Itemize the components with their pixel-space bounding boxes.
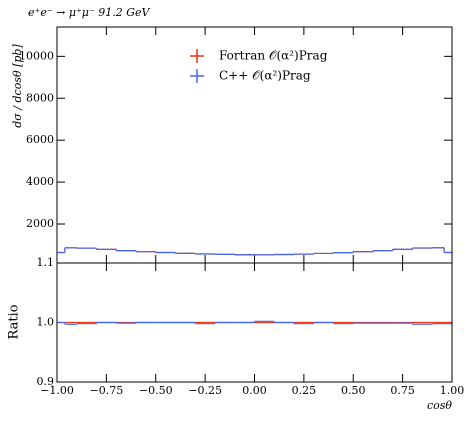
x-tick-label: 0.00 [242, 384, 267, 397]
x-tick-label: 0.50 [341, 384, 366, 397]
x-tick-label: 0.75 [390, 384, 415, 397]
x-tick-label: −0.75 [90, 384, 124, 397]
y-axis-label: dσ / dcosθ [pb] [11, 44, 24, 128]
y-tick-label: 2000 [26, 217, 54, 230]
legend-label: Fortran 𝒪(α²)Prag [219, 49, 328, 63]
y-tick-label: 6000 [26, 133, 54, 146]
x-tick-label: 1.00 [440, 384, 465, 397]
y-tick-label: 1.0 [37, 316, 55, 329]
y-tick-label: 4000 [26, 175, 54, 188]
x-tick-label: −1.00 [40, 384, 74, 397]
x-tick-label: −0.50 [139, 384, 173, 397]
legend-label: C++ 𝒪(α²)Prag [219, 69, 311, 83]
x-tick-label: 0.25 [292, 384, 317, 397]
y-tick-label: 1.1 [37, 256, 55, 269]
x-tick-label: −0.25 [188, 384, 222, 397]
ratio-axis-label: Ratio [7, 304, 22, 339]
plot-frame [56, 262, 453, 383]
y-tick-label: 8000 [26, 91, 54, 104]
chart-title: e⁺e⁻ → μ⁺μ⁻ 91.2 GeV [28, 6, 151, 19]
y-tick-label: 10000 [19, 49, 54, 62]
y-tick-label: 0.9 [37, 375, 55, 388]
x-axis-label: cosθ [427, 399, 452, 412]
